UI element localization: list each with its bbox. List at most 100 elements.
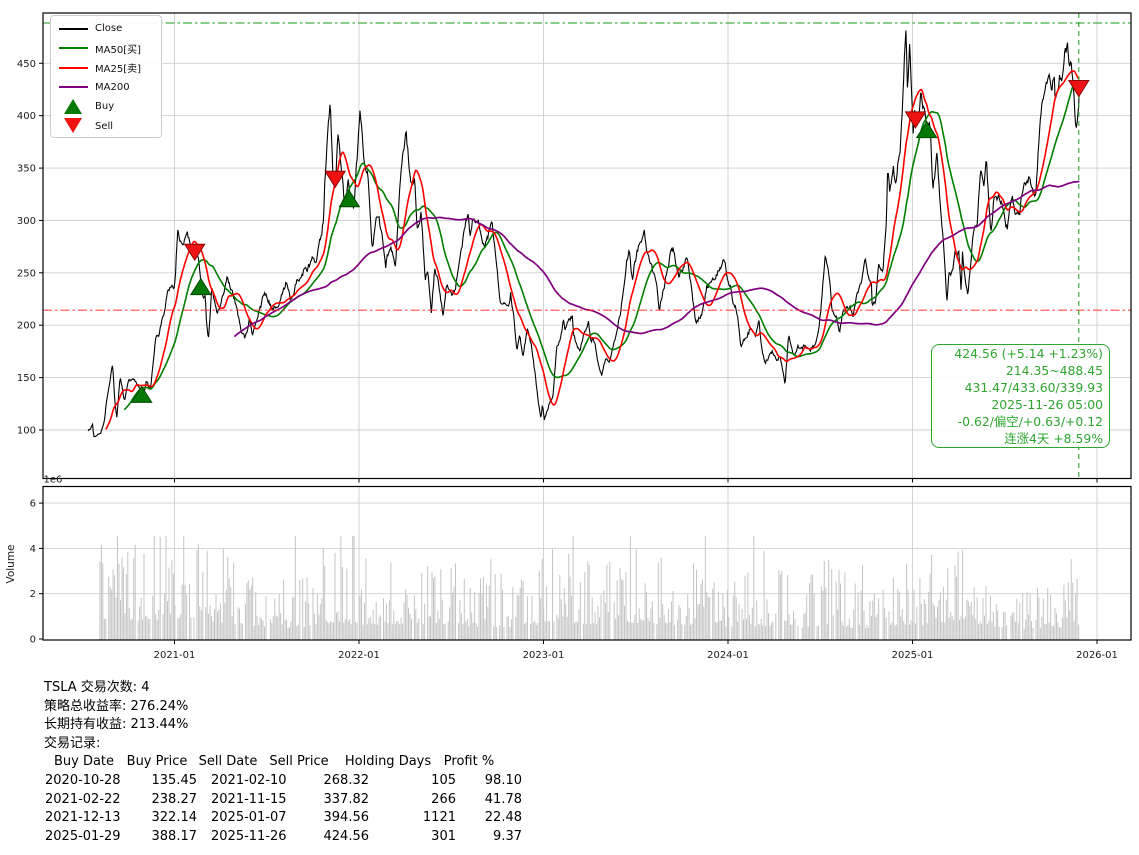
x-tick-label: 2024-01 bbox=[707, 650, 749, 661]
trade-markers bbox=[130, 80, 1090, 403]
volume-offset-label: 1e6 bbox=[44, 475, 63, 486]
price-tick-label: 350 bbox=[17, 164, 36, 175]
legend-line-swatch bbox=[57, 47, 89, 50]
legend-label: Close bbox=[95, 23, 123, 35]
legend-item-close: Close bbox=[57, 19, 161, 39]
table-cell: 2020-10-28 bbox=[45, 772, 121, 788]
table-row: 2020-10-28 135.45 2021-02-10 268.32 105 98.10 bbox=[44, 772, 684, 791]
table-cell: 266 bbox=[431, 791, 456, 807]
table-cell: 301 bbox=[431, 828, 456, 844]
legend-item-ma50: MA50[买] bbox=[57, 39, 161, 59]
trade-table: 2020-10-28 135.45 2021-02-10 268.32 105 98.10… bbox=[44, 772, 684, 846]
last-bar-annotation: 424.56 (+5.14 +1.23%) 214.35~488.45 431.47… bbox=[931, 344, 1110, 448]
table-cell: 105 bbox=[431, 772, 456, 788]
volume-tick-label: 4 bbox=[30, 544, 36, 555]
table-cell: 2021-02-22 bbox=[45, 791, 121, 807]
table-row: 2021-02-22 238.27 2021-11-15 337.82 266 41.78 bbox=[44, 791, 684, 810]
buy-marker bbox=[189, 277, 212, 296]
legend-item-ma200: MA200 bbox=[57, 78, 161, 98]
table-cell: 424.56 bbox=[323, 828, 370, 844]
table-cell: 268.32 bbox=[323, 772, 370, 788]
volume-tick-label: 2 bbox=[30, 589, 36, 600]
table-cell: 2025-01-29 bbox=[45, 828, 121, 844]
table-cell: 1121 bbox=[422, 810, 456, 826]
price-tick-label: 300 bbox=[17, 216, 36, 227]
x-tick-label: 2025-01 bbox=[892, 650, 934, 661]
legend-label: Sell bbox=[95, 120, 114, 132]
volume-tick-label: 6 bbox=[30, 499, 36, 510]
buy-marker bbox=[130, 385, 153, 403]
legend-line-swatch bbox=[57, 66, 89, 69]
annotation-line: 2025-11-26 05:00 bbox=[991, 396, 1103, 412]
trade-record-label: 交易记录: bbox=[44, 735, 101, 751]
axes-spines bbox=[42, 12, 1132, 641]
legend-item-buy: Buy bbox=[57, 97, 161, 117]
legend-label: Buy bbox=[95, 101, 115, 113]
table-cell: 2025-11-26 bbox=[211, 828, 287, 844]
volume-tick-label: 0 bbox=[30, 635, 36, 646]
table-row: 2025-01-29 388.17 2025-11-26 424.56 301 9.37 bbox=[44, 828, 684, 847]
volume-axis-label: Volume bbox=[5, 544, 17, 583]
trade-count-line: TSLA 交易次数: 4 bbox=[44, 680, 150, 695]
sell-triangle-icon bbox=[57, 117, 89, 133]
table-header-cell: Buy Price bbox=[126, 754, 188, 770]
legend-label: MA25[卖] bbox=[95, 64, 141, 76]
table-row: 2021-12-13 322.14 2025-01-07 394.56 1121 22.4… bbox=[44, 809, 684, 828]
price-tick-label: 400 bbox=[17, 111, 36, 122]
legend-item-sell: Sell bbox=[57, 117, 161, 137]
legend-item-ma25: MA25[卖] bbox=[57, 58, 161, 78]
x-tick-label: 2023-01 bbox=[523, 650, 565, 661]
table-header-cell: Sell Date bbox=[198, 754, 258, 770]
hold-return-line: 长期持有收益: 213.44% bbox=[44, 717, 189, 733]
buy-marker bbox=[338, 189, 361, 208]
ma200-line bbox=[233, 180, 1080, 338]
x-tick-label: 2021-01 bbox=[154, 650, 196, 661]
buy-marker bbox=[915, 120, 938, 139]
table-cell: 9.37 bbox=[493, 828, 522, 844]
table-cell: 388.17 bbox=[151, 828, 198, 844]
price-tick-label: 450 bbox=[17, 59, 36, 70]
table-header-cell: Holding Days bbox=[344, 754, 432, 770]
price-tick-label: 250 bbox=[17, 268, 36, 279]
table-cell: 2021-11-15 bbox=[211, 791, 287, 807]
table-header-cell: Sell Price bbox=[269, 754, 329, 770]
sell-marker bbox=[904, 111, 927, 129]
price-tick-label: 150 bbox=[17, 373, 36, 384]
legend-line-swatch bbox=[57, 86, 89, 89]
table-cell: 2021-12-13 bbox=[45, 810, 121, 826]
annotation-line: 214.35~488.45 bbox=[1005, 362, 1103, 378]
table-cell: 322.14 bbox=[151, 810, 198, 826]
legend-label: MA50[买] bbox=[95, 44, 141, 56]
table-cell: 394.56 bbox=[323, 810, 370, 826]
table-header-cell: Buy Date bbox=[53, 754, 115, 770]
price-volume-chart: 100 150 200 250 300 350 400 450 0 2 4 6 2021-01 2022-… bbox=[5, 12, 1132, 661]
sell-marker bbox=[324, 170, 347, 189]
annotation-line: -0.62/偏空/+0.63/+0.12 bbox=[957, 413, 1103, 429]
table-cell: 41.78 bbox=[484, 791, 522, 807]
annotation-line: 连涨4天 +8.59% bbox=[1004, 430, 1103, 446]
annotation-line: 431.47/433.60/339.93 bbox=[964, 379, 1103, 395]
trade-table-header: Buy Date Buy Price Sell Date Sell Price Hold… bbox=[44, 753, 684, 772]
table-cell: 238.27 bbox=[151, 791, 198, 807]
gridlines bbox=[43, 13, 1131, 640]
table-cell: 22.48 bbox=[484, 810, 522, 826]
sell-marker bbox=[183, 243, 206, 262]
x-tick-label: 2026-01 bbox=[1076, 650, 1118, 661]
trade-summary: TSLA 交易次数: 4 策略总收益率: 276.24% 长期持有收益: 213… bbox=[44, 679, 684, 846]
strategy-return-line: 策略总收益率: 276.24% bbox=[44, 698, 189, 714]
table-header-cell: Profit % bbox=[443, 754, 495, 770]
table-cell: 2025-01-07 bbox=[211, 810, 287, 826]
table-cell: 2021-02-10 bbox=[211, 772, 287, 788]
price-tick-label: 200 bbox=[17, 321, 36, 332]
chart-legend: Close MA50[买] MA25[卖] MA200 Buy Sell bbox=[50, 15, 162, 138]
ma25-line bbox=[105, 70, 1080, 430]
sell-marker bbox=[1067, 80, 1090, 98]
tick-marks bbox=[39, 62, 1098, 644]
tick-labels: 100 150 200 250 300 350 400 450 0 2 4 6 2021-01 2022-… bbox=[5, 59, 1118, 661]
table-cell: 98.10 bbox=[484, 772, 522, 788]
annotation-line: 424.56 (+5.14 +1.23%) bbox=[954, 346, 1103, 361]
x-tick-label: 2022-01 bbox=[338, 650, 380, 661]
buy-triangle-icon bbox=[57, 99, 89, 115]
volume-bars bbox=[99, 535, 1080, 640]
